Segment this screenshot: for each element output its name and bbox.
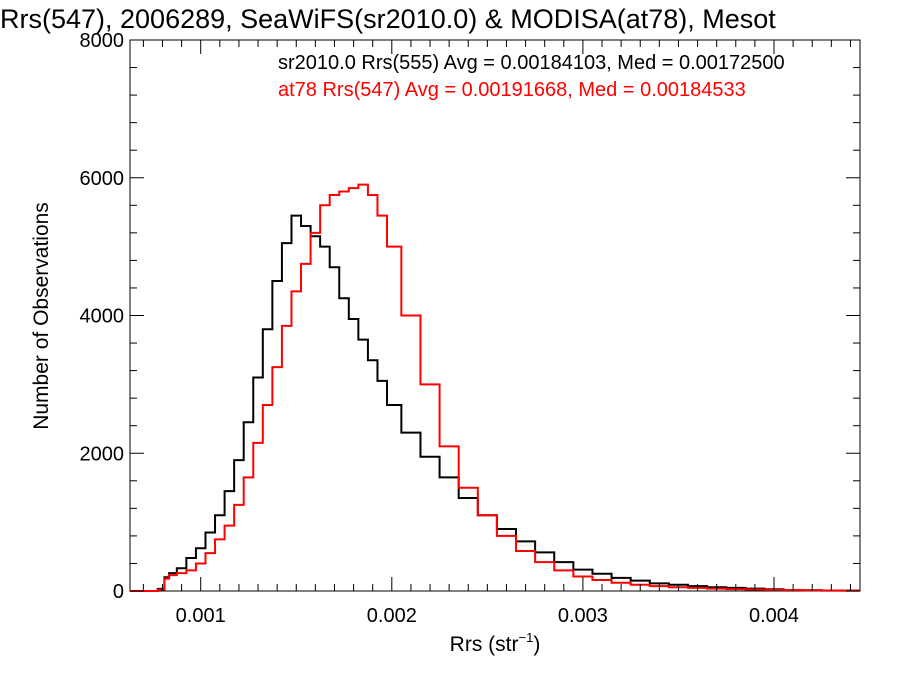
- series-layer: [130, 183, 860, 592]
- y-tick-label: 8000: [80, 30, 125, 52]
- ticks-layer: 0.001 0.002 0.003 0.004 0 2000 4000 6000 8000: [80, 30, 860, 627]
- x-tick-label: 0.003: [558, 605, 608, 627]
- x-tick-label: 0.004: [749, 605, 799, 627]
- y-tick-label: 6000: [80, 168, 125, 190]
- y-tick-label: 2000: [80, 443, 125, 465]
- y-tick-label: 0: [113, 581, 124, 603]
- annotation-red: at78 Rrs(547) Avg = 0.00191668, Med = 0.…: [278, 79, 746, 101]
- plot-border: [129, 39, 861, 592]
- x-axis-label-main: Rrs (str: [450, 633, 519, 656]
- y-axis-label: Number of Observations: [30, 202, 53, 430]
- x-tick-label: 0.001: [176, 605, 226, 627]
- annotation-black: sr2010.0 Rrs(555) Avg = 0.00184103, Med …: [278, 52, 785, 74]
- x-axis-label: Rrs (str−1): [450, 630, 541, 656]
- series-line-black: [130, 214, 860, 592]
- x-axis-label-superscript: −1: [519, 630, 534, 645]
- x-tick-label: 0.002: [367, 605, 417, 627]
- x-axis-label-close: ): [533, 633, 540, 656]
- y-tick-label: 4000: [80, 306, 125, 328]
- plot-frame: [129, 39, 861, 592]
- chart-title: Rrs(547), 2006289, SeaWiFS(sr2010.0) & M…: [0, 4, 776, 34]
- series-line-red: [130, 183, 860, 592]
